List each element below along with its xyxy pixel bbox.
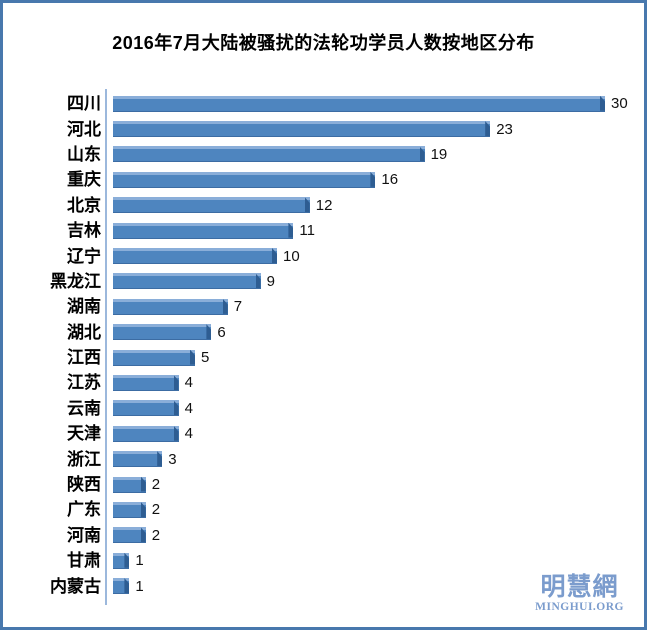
value-label: 4: [184, 399, 193, 417]
bar: [113, 222, 294, 239]
category-label: 天津: [67, 424, 101, 444]
chart-row: 重庆 16: [23, 167, 623, 192]
category-label: 吉林: [67, 221, 101, 241]
chart-row: 陕西 2: [23, 472, 623, 497]
value-label: 11: [299, 222, 315, 240]
bar: [113, 552, 130, 569]
value-label: 2: [151, 501, 161, 519]
value-label: 30: [611, 95, 628, 113]
chart-title: 2016年7月大陆被骚扰的法轮功学员人数按地区分布: [112, 33, 535, 53]
chart-row: 吉林 11: [23, 218, 623, 243]
y-axis-line: [105, 89, 107, 605]
category-label: 甘肃: [67, 551, 101, 571]
chart-row: 江苏 4: [23, 370, 623, 395]
chart-row: 天津 4: [23, 421, 623, 446]
value-label: 16: [381, 171, 399, 189]
bar: [113, 400, 179, 417]
bar: [113, 146, 425, 163]
value-label: 4: [184, 374, 193, 392]
bar: [113, 578, 130, 595]
bar: [113, 95, 605, 112]
category-label: 四川: [67, 94, 101, 114]
value-label: 7: [233, 298, 243, 316]
category-label: 江西: [67, 348, 101, 368]
value-label: 10: [283, 247, 300, 265]
category-label: 湖北: [67, 322, 101, 342]
watermark-site-name: MINGHUI.ORG: [535, 601, 624, 613]
category-label: 山东: [67, 144, 101, 164]
bar: [113, 248, 277, 265]
chart-row: 黑龙江 9: [23, 269, 623, 294]
chart-row: 四川 30: [23, 91, 628, 116]
category-label: 云南: [67, 398, 101, 418]
value-label: 2: [151, 476, 161, 494]
value-label: 4: [184, 425, 193, 443]
chart-row: 甘肃 1: [23, 548, 623, 573]
chart-row: 云南 4: [23, 396, 623, 421]
category-label: 湖南: [67, 297, 101, 317]
chart-row: 湖北 6: [23, 320, 623, 345]
value-label: 1: [135, 577, 144, 595]
bar: [113, 451, 163, 468]
chart-row: 山东 19: [23, 142, 623, 167]
chart-rows: 四川 30 河北 23 山东 19 重庆 16 北京 12 吉林 11 辽宁 10 黑龙江 9 湖南 7 湖北 6 江西…: [23, 91, 628, 599]
value-label: 9: [266, 272, 275, 290]
category-label: 浙江: [67, 449, 101, 469]
category-label: 辽宁: [67, 246, 101, 266]
bar: [113, 374, 179, 391]
bar: [113, 197, 310, 214]
category-label: 广东: [67, 500, 101, 520]
bar: [113, 273, 261, 290]
chart-row: 内蒙古 1: [23, 573, 623, 598]
value-label: 23: [496, 120, 513, 138]
category-label: 河南: [67, 525, 101, 545]
chart-row: 北京 12: [23, 193, 623, 218]
category-label: 陕西: [67, 475, 101, 495]
category-label: 河北: [67, 119, 101, 139]
category-label: 北京: [67, 195, 101, 215]
category-label: 内蒙古: [50, 576, 101, 596]
category-label: 重庆: [67, 170, 101, 190]
chart-row: 浙江 3: [23, 446, 623, 471]
chart-row: 辽宁 10: [23, 243, 623, 268]
bar: [113, 324, 212, 341]
chart-row: 广东 2: [23, 497, 623, 522]
value-label: 3: [168, 450, 177, 468]
value-label: 19: [430, 145, 448, 163]
bar: [113, 476, 146, 493]
category-label: 江苏: [67, 373, 101, 393]
bar: [113, 501, 146, 518]
value-label: 5: [201, 349, 210, 367]
bar: [113, 425, 179, 442]
bar: [113, 298, 228, 315]
bar: [113, 349, 195, 366]
value-label: 2: [151, 526, 161, 544]
bar: [113, 171, 376, 188]
value-label: 1: [135, 552, 144, 570]
bar: [113, 121, 491, 138]
chart-row: 湖南 7: [23, 294, 623, 319]
bar: [113, 527, 146, 544]
category-label: 黑龙江: [50, 271, 101, 291]
chart-row: 河南 2: [23, 523, 623, 548]
value-label: 12: [315, 196, 333, 214]
value-label: 6: [217, 323, 226, 341]
chart-row: 江西 5: [23, 345, 623, 370]
watermark-chinese-text: 明慧網: [540, 573, 619, 601]
minghui-watermark: 明慧網 MINGHUI.ORG: [535, 573, 624, 613]
chart-row: 河北 23: [23, 116, 623, 141]
